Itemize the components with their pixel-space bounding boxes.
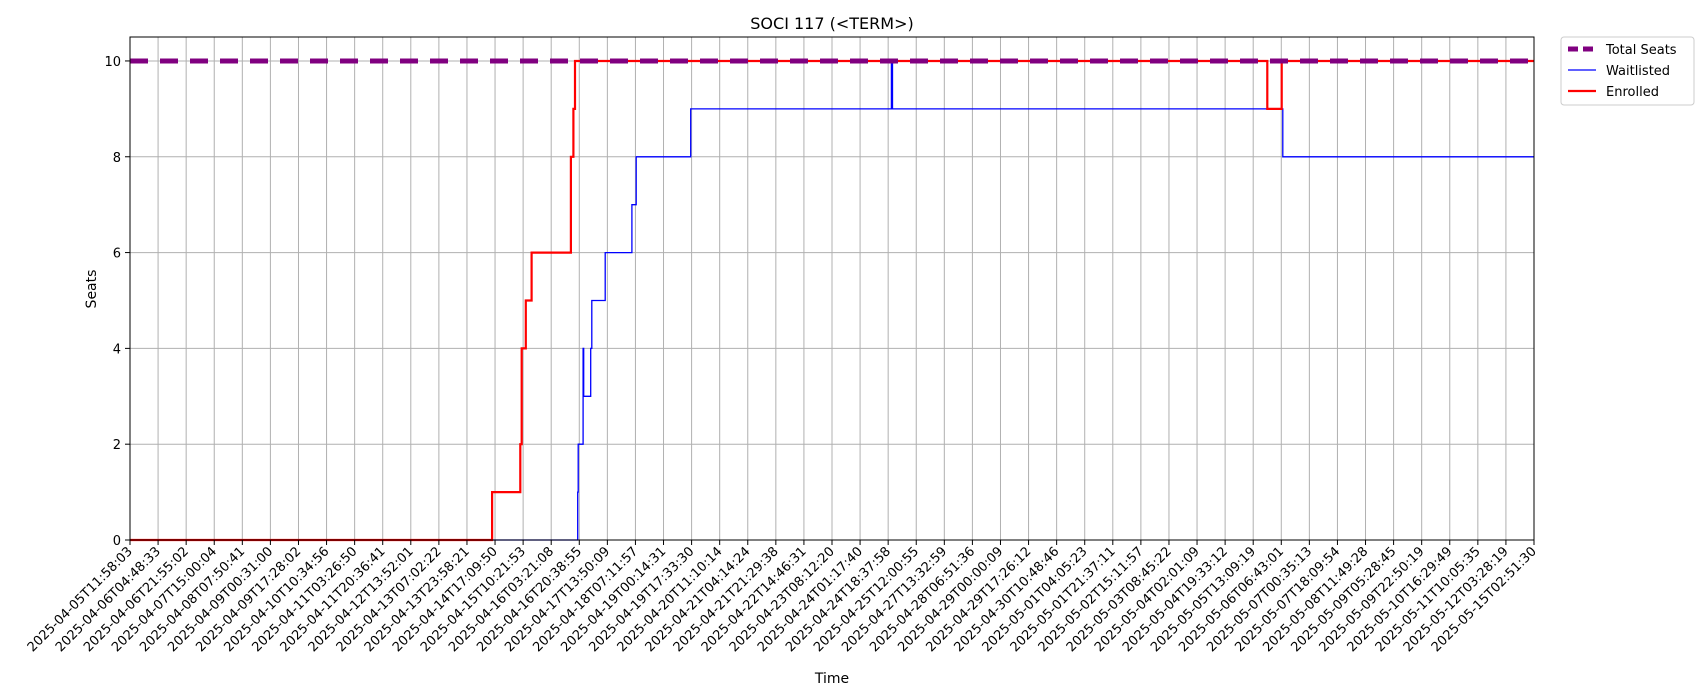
y-axis: 0 2 4 6 8 10 bbox=[104, 55, 130, 549]
legend: Total Seats Waitlisted Enrolled bbox=[1560, 36, 1695, 106]
y-tick-label: 10 bbox=[104, 55, 121, 70]
legend-label: Total Seats bbox=[1605, 43, 1677, 58]
series-line-enrolled bbox=[130, 59, 1534, 542]
chart-title: SOCI 117 (<TERM>) bbox=[750, 14, 913, 33]
series-lines bbox=[130, 58, 1534, 542]
y-tick-label: 4 bbox=[113, 342, 121, 357]
x-axis-label: Time bbox=[814, 671, 849, 687]
y-tick-label: 2 bbox=[113, 438, 121, 453]
legend-box bbox=[1560, 36, 1695, 106]
y-axis-label: Seats bbox=[84, 270, 100, 309]
y-tick-label: 6 bbox=[113, 247, 121, 262]
x-axis: 2025-04-05T11:58:032025-04-06T04:48:3320… bbox=[25, 540, 1540, 655]
grid bbox=[129, 37, 1535, 541]
y-tick-label: 0 bbox=[113, 534, 121, 549]
legend-label: Enrolled bbox=[1606, 85, 1659, 100]
y-tick-label: 8 bbox=[113, 151, 121, 166]
legend-label: Waitlisted bbox=[1606, 64, 1670, 79]
